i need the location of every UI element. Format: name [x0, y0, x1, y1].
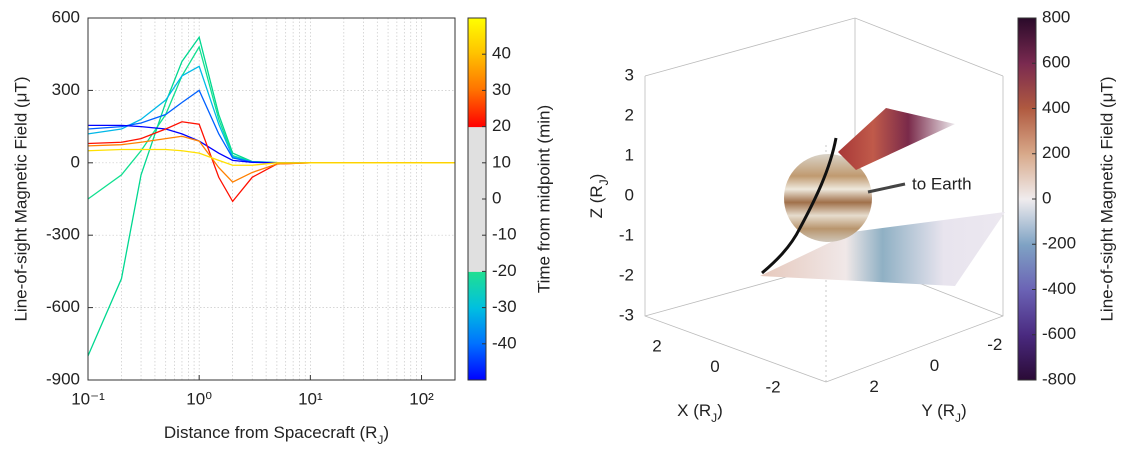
colorbar-segment	[468, 343, 486, 381]
colorbar-tick-label: -200	[1042, 234, 1076, 253]
x-tick-label: 2	[652, 337, 661, 356]
jupiter	[784, 154, 872, 242]
y-tick-label: -600	[46, 297, 80, 316]
x-axis-label-part: Distance from Spacecraft (R	[164, 423, 378, 442]
field-line	[87, 35, 455, 357]
z-axis-label-part: )	[587, 174, 606, 180]
colorbar-tick-label: 40	[492, 44, 511, 63]
y-tick-label: -900	[46, 369, 80, 388]
colorbar-label: Time from midpoint (min)	[534, 105, 553, 293]
z-tick-label: 1	[625, 145, 634, 164]
colorbar-segment	[1018, 334, 1036, 381]
y-tick-label: 2	[869, 377, 878, 396]
plasma-sheet	[838, 108, 955, 170]
colorbar-tick-label: 600	[1042, 53, 1070, 72]
y-tick-label: 300	[52, 80, 80, 99]
annotation: to Earth	[912, 174, 972, 193]
y-axis-label-part: J	[955, 411, 961, 425]
colorbar-tick-label: 800	[1042, 7, 1070, 26]
colorbar-segment	[468, 18, 486, 55]
x-axis-label-part: )	[383, 423, 389, 442]
y-axis-label: Y (RJ)	[921, 401, 966, 425]
trajectory	[761, 137, 838, 275]
x-tick-label: 0	[710, 357, 719, 376]
plot-frame	[87, 17, 456, 381]
x-tick-label: -2	[765, 377, 780, 396]
colorbar-segment	[468, 271, 486, 309]
x-tick-label: 10²	[409, 389, 434, 408]
y-tick-label: -2	[987, 335, 1002, 354]
z-tick-label: 0	[625, 185, 634, 204]
colorbar-tick-label: -600	[1042, 324, 1076, 343]
colorbar-segment	[468, 307, 486, 345]
colorbar-tick-label: 0	[1042, 188, 1051, 207]
z-tick-label: 2	[625, 105, 634, 124]
colorbar-segment	[1018, 18, 1036, 64]
colorbar-segment	[1018, 153, 1036, 200]
y-tick-label: 0	[930, 356, 939, 375]
x-axis-label: X (RJ)	[677, 401, 723, 425]
earth-arrow	[867, 182, 906, 194]
colorbar-segment	[1018, 199, 1036, 245]
x-tick-label: 10¹	[298, 389, 323, 408]
y-tick-label: 0	[71, 152, 80, 171]
field-line	[87, 148, 455, 166]
x-tick-label: 10⁻¹	[71, 389, 105, 408]
colorbar-label: Line-of-sight Magnetic Field (μT)	[1097, 76, 1116, 321]
colorbar-tick-label: -40	[492, 333, 517, 352]
z-tick-label: -2	[619, 265, 634, 284]
z-tick-label: -1	[619, 225, 634, 244]
field-line	[87, 121, 455, 203]
colorbar-segment	[1018, 244, 1036, 290]
colorbar-tick-label: 20	[492, 116, 511, 135]
colorbar-segment	[1018, 289, 1036, 336]
colorbar-segment	[1018, 63, 1036, 109]
box-edge	[644, 17, 1004, 77]
field-line	[87, 135, 455, 183]
x-axis-label-part: )	[717, 401, 723, 420]
z-tick-label: -3	[619, 305, 634, 324]
x-axis-label-part: J	[711, 411, 717, 425]
colorbar-tick-label: -10	[492, 225, 517, 244]
x-axis-label-part: J	[377, 433, 383, 447]
x-axis-label-part: X (R	[677, 401, 711, 420]
y-axis-label: Line-of-sight Magnetic Field (μT)	[11, 76, 30, 321]
y-tick-label: 600	[52, 7, 80, 26]
colorbar-tick-label: 30	[492, 80, 511, 99]
colorbar-tick-label: -30	[492, 297, 517, 316]
colorbar-tick-label: 400	[1042, 98, 1070, 117]
y-axis-label-part: Y (R	[921, 401, 955, 420]
field-line	[88, 124, 455, 164]
colorbar-segment	[468, 54, 486, 91]
x-axis-label: Distance from Spacecraft (RJ)	[164, 423, 389, 447]
plasma-sheet	[760, 212, 1005, 286]
colorbar-tick-label: -400	[1042, 279, 1076, 298]
y-axis-label-part: )	[961, 401, 967, 420]
colorbar-segment	[468, 126, 486, 272]
colorbar-tick-label: 200	[1042, 143, 1070, 162]
colorbar-tick-label: 10	[492, 152, 511, 171]
y-tick-label: -300	[46, 225, 80, 244]
colorbar-segment	[468, 90, 486, 128]
colorbar-tick-label: -800	[1042, 369, 1076, 388]
z-axis-label-part: Z (R	[587, 185, 606, 218]
colorbar-segment	[1018, 108, 1036, 155]
z-axis-label: Z (RJ)	[587, 174, 611, 219]
colorbar-tick-label: 0	[492, 188, 501, 207]
z-tick-label: 3	[625, 65, 634, 84]
panel-3d-scene: to Earth	[644, 17, 1005, 383]
colorbar-tick-label: -20	[492, 261, 517, 280]
x-tick-label: 10⁰	[186, 389, 212, 408]
z-axis-label-part: J	[597, 179, 611, 185]
